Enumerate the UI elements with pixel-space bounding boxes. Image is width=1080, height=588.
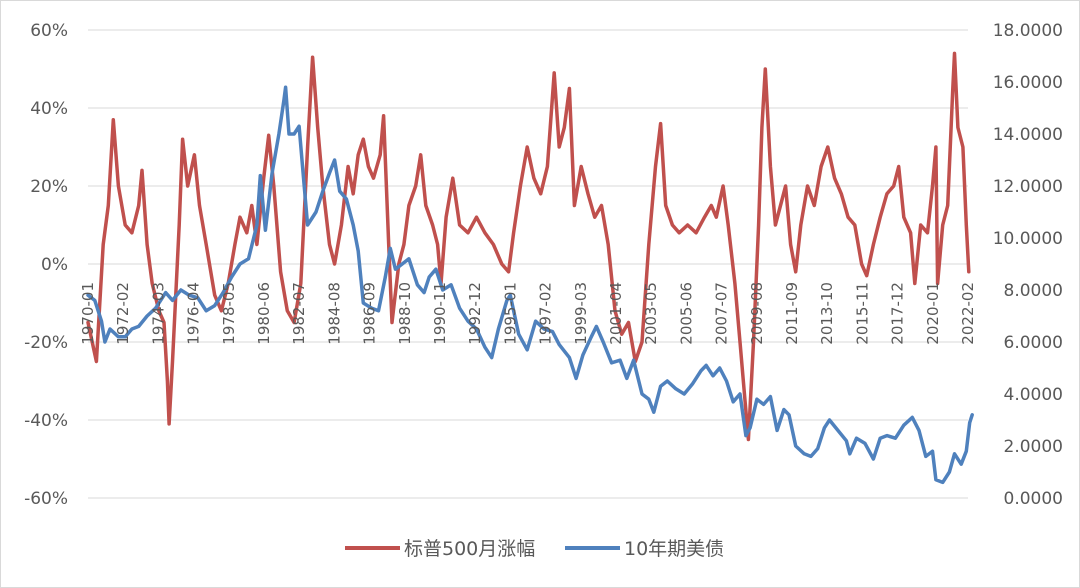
y-left-tick-label: 60% [30, 21, 68, 41]
y-left-tick-label: 0% [41, 255, 68, 275]
y-right-tick-label: 12.0000 [993, 177, 1063, 197]
x-tick-label: 1984-08 [325, 282, 343, 345]
y-right-tick-label: 16.0000 [993, 73, 1063, 93]
y-axis-left: -60% -40% -20% 0% 20% 40% 60% [24, 21, 68, 509]
y-axis-right: 0.0000 2.0000 4.0000 6.0000 8.0000 10.0000 12.… [993, 21, 1063, 509]
grid [88, 29, 968, 499]
y-right-tick-label: 0.0000 [1004, 489, 1063, 509]
y-right-tick-label: 6.0000 [1004, 333, 1063, 353]
legend-label-treasury: 10年期美债 [624, 538, 724, 560]
y-left-tick-label: 20% [30, 177, 68, 197]
x-tick-label: 2007-07 [713, 282, 731, 345]
x-tick-label: 2009-08 [748, 282, 766, 345]
x-tick-label: 1980-06 [255, 282, 273, 345]
y-left-tick-label: -20% [24, 333, 68, 353]
series-group [86, 51, 974, 485]
x-tick-label: 1982-07 [290, 282, 308, 345]
x-tick-label: 1995-01 [501, 282, 519, 345]
series-line-treasury [86, 85, 974, 485]
x-axis: 1970-01 1972-02 1974-03 1976-04 1978-05 1980-… [79, 282, 977, 345]
x-tick-label: 1972-02 [114, 282, 132, 345]
x-tick-label: 1999-03 [572, 282, 590, 345]
y-left-tick-label: -60% [24, 489, 68, 509]
y-right-tick-label: 18.0000 [993, 21, 1063, 41]
x-tick-label: 1976-04 [185, 282, 203, 345]
x-tick-label: 1974-03 [149, 282, 167, 345]
x-tick-label: 2013-10 [818, 282, 836, 345]
y-left-tick-label: 40% [30, 99, 68, 119]
x-tick-label: 2003-05 [642, 282, 660, 345]
x-tick-label: 1970-01 [79, 282, 97, 345]
legend-label-sp500: 标普500月涨幅 [404, 538, 535, 560]
series-line-sp500 [86, 51, 971, 442]
x-tick-label: 2015-11 [853, 282, 871, 345]
x-tick-label: 2022-02 [959, 282, 977, 345]
x-tick-label: 2017-12 [889, 282, 907, 345]
x-tick-label: 2011-09 [783, 282, 801, 345]
x-tick-label: 1992-12 [466, 282, 484, 345]
y-right-tick-label: 10.0000 [993, 229, 1063, 249]
x-tick-label: 2005-06 [677, 282, 695, 345]
x-tick-label: 1986-09 [361, 282, 379, 345]
x-tick-label: 1997-02 [537, 282, 555, 345]
x-tick-label: 2020-01 [924, 282, 942, 345]
x-tick-label: 1978-05 [220, 282, 238, 345]
y-right-tick-label: 14.0000 [993, 125, 1063, 145]
legend: 标普500月涨幅 10年期美债 [345, 538, 724, 560]
x-tick-label: 1988-10 [396, 282, 414, 345]
y-right-tick-label: 2.0000 [1004, 437, 1063, 457]
y-right-tick-label: 4.0000 [1004, 385, 1063, 405]
y-left-tick-label: -40% [24, 411, 68, 431]
y-right-tick-label: 8.0000 [1004, 281, 1063, 301]
x-tick-label: 2001-04 [607, 282, 625, 345]
x-tick-label: 1990-11 [431, 282, 449, 345]
